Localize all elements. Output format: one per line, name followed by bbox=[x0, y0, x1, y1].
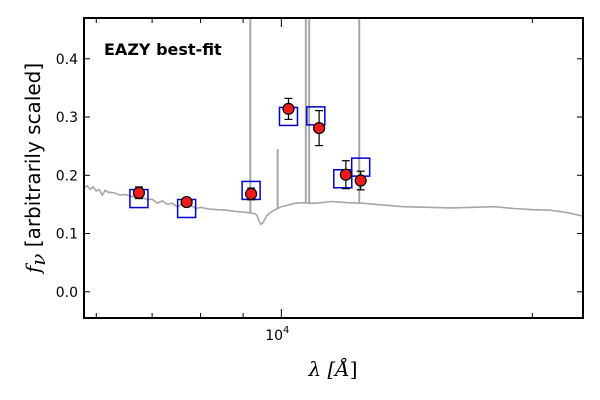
observed-point bbox=[313, 121, 326, 135]
y-axis-label-rest: [arbitrarily scaled] bbox=[21, 63, 45, 254]
model-sed-line bbox=[84, 184, 583, 226]
y-axis-label-sub: ν bbox=[26, 254, 50, 266]
observed-point bbox=[245, 187, 258, 201]
y-tick-label: 0.3 bbox=[56, 110, 78, 126]
x-axis-label-unit: Å bbox=[333, 356, 349, 381]
observed-point bbox=[132, 186, 146, 199]
observed-point bbox=[339, 168, 352, 181]
y-tick-label: 0.4 bbox=[56, 52, 78, 68]
observed-point bbox=[282, 102, 295, 115]
model-sed-layer bbox=[84, 18, 583, 226]
y-tick-label: 0.1 bbox=[56, 227, 78, 243]
x-axis-label-main: λ [ bbox=[307, 357, 335, 381]
y-tick-label: 0.2 bbox=[56, 168, 78, 184]
observed-photometry-layer bbox=[132, 97, 367, 209]
x-tick-label: 104 bbox=[265, 325, 289, 344]
observed-point bbox=[180, 195, 193, 209]
plot-frame bbox=[83, 17, 584, 319]
annotation-label: EAZY best-fit bbox=[104, 40, 222, 59]
x-axis-label: λ [Å] bbox=[307, 356, 357, 381]
x-axis-label-close: ] bbox=[350, 357, 358, 381]
plot-background bbox=[84, 18, 583, 318]
y-axis-label: fν [arbitrarily scaled] bbox=[21, 63, 50, 275]
observed-point bbox=[354, 174, 367, 187]
tick-layer: 0.0 0.1 0.2 0.3 0.4 104 bbox=[56, 18, 583, 344]
y-tick-label: 0.0 bbox=[56, 285, 78, 301]
